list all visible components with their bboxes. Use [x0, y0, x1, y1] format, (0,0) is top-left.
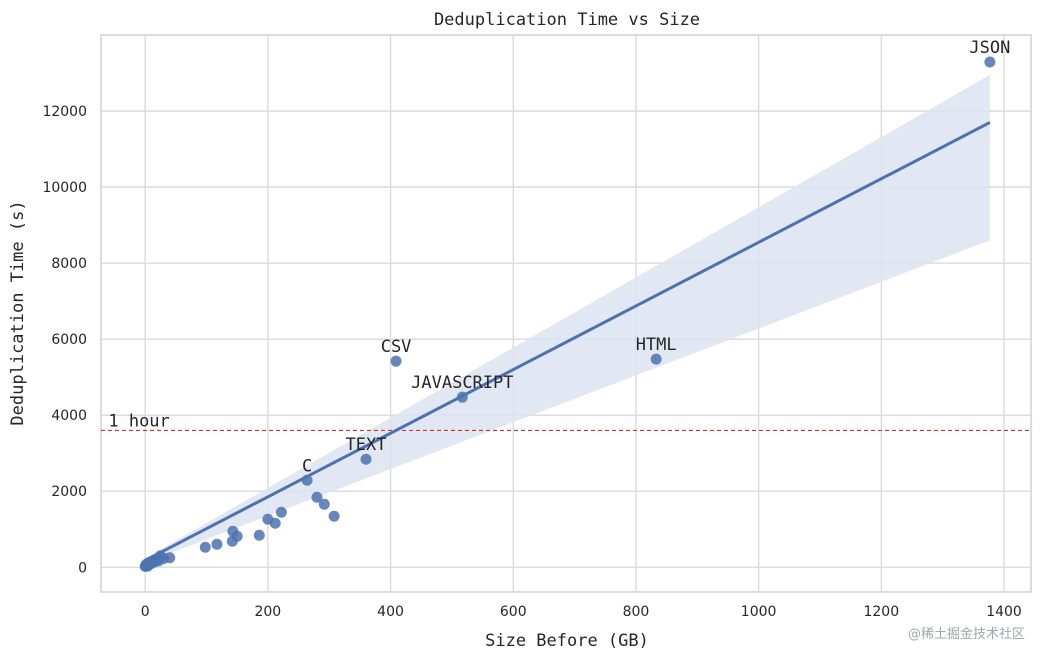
y-tick-label: 0 [78, 560, 87, 576]
x-tick-label: 600 [500, 604, 527, 620]
y-tick-label: 4000 [51, 408, 87, 424]
data-point [164, 552, 176, 564]
point-label: TEXT [346, 435, 387, 455]
one-hour-label: 1 hour [108, 411, 169, 431]
watermark: @稀土掘金技术社区 [908, 626, 1025, 642]
data-point [231, 530, 243, 542]
x-tick-label: 1400 [986, 604, 1022, 620]
data-point [269, 517, 281, 529]
x-axis-label: Size Before (GB) [485, 631, 649, 651]
point-label: CSV [381, 337, 412, 357]
regression-line [144, 121, 991, 562]
point-label: JSON [969, 38, 1010, 58]
chart-title: Deduplication Time vs Size [434, 10, 700, 30]
data-point [650, 353, 662, 365]
y-tick-label: 12000 [42, 104, 87, 120]
data-point [275, 506, 287, 518]
data-point [390, 355, 402, 367]
x-tick-label: 1200 [863, 604, 899, 620]
data-point [301, 474, 313, 486]
y-tick-label: 8000 [51, 256, 87, 272]
data-point [456, 391, 468, 403]
data-point [360, 453, 372, 465]
confidence-band [145, 74, 990, 563]
x-tick-label: 0 [141, 604, 150, 620]
data-point [984, 56, 996, 68]
point-label: HTML [636, 335, 677, 355]
y-tick-label: 10000 [42, 180, 87, 196]
y-tick-label: 6000 [51, 332, 87, 348]
data-point [253, 529, 265, 541]
data-point [318, 498, 330, 510]
x-tick-label: 200 [254, 604, 281, 620]
y-tick-label: 2000 [51, 484, 87, 500]
x-tick-label: 800 [623, 604, 650, 620]
data-point [328, 510, 340, 522]
data-point [311, 491, 323, 503]
x-tick-label: 1000 [741, 604, 777, 620]
x-tick-label: 400 [377, 604, 404, 620]
data-point [199, 541, 211, 553]
point-label: C [302, 456, 312, 476]
y-axis-label: Deduplication Time (s) [8, 200, 28, 425]
data-point [211, 538, 223, 550]
point-label: JAVASCRIPT [411, 373, 513, 393]
